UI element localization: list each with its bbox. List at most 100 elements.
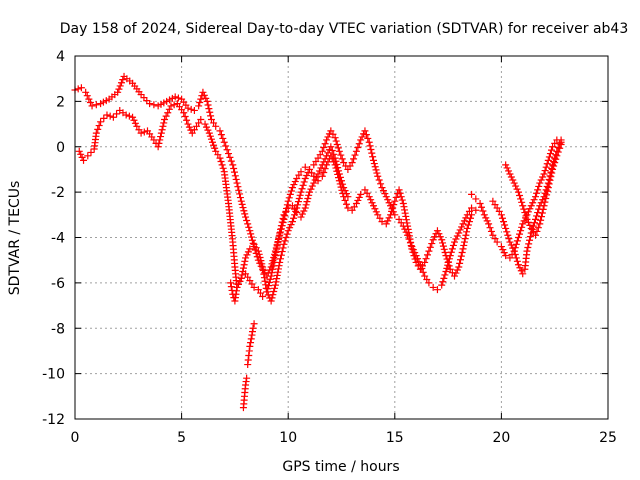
data-point-interp	[545, 180, 553, 188]
data-point-interp	[270, 258, 278, 266]
data-point-interp	[324, 149, 332, 157]
data-point-interp	[240, 207, 248, 215]
data-point-interp	[158, 126, 166, 134]
data-point-interp	[266, 275, 274, 283]
data-point-interp	[205, 105, 213, 113]
data-point	[404, 231, 412, 239]
data-point-interp	[526, 233, 534, 241]
data-point-interp	[355, 193, 363, 201]
data-point-interp	[150, 101, 158, 109]
data-point-interp	[217, 157, 225, 165]
data-point-interp	[275, 232, 283, 240]
data-point-interp	[300, 178, 308, 186]
data-point	[514, 234, 522, 241]
data-point-interp	[264, 285, 272, 293]
data-point	[476, 199, 484, 207]
data-point	[171, 93, 179, 101]
data-point	[197, 116, 205, 124]
data-point	[514, 261, 522, 269]
data-point-interp	[183, 116, 191, 124]
data-point-interp	[230, 165, 238, 173]
data-point	[523, 247, 531, 255]
data-point	[395, 186, 403, 194]
data-point-interp	[274, 268, 282, 276]
data-point	[365, 193, 373, 201]
data-point-interp	[273, 271, 281, 279]
data-point-interp	[204, 101, 212, 109]
data-point	[540, 170, 548, 178]
data-point-interp	[202, 94, 210, 102]
data-point	[195, 102, 203, 110]
data-point	[536, 179, 544, 187]
y-tick-label: -4	[51, 231, 65, 247]
data-point-interp	[226, 153, 234, 161]
data-point	[184, 120, 192, 128]
data-point	[237, 197, 245, 205]
data-point	[77, 84, 85, 92]
data-point	[506, 238, 514, 246]
data-point-interp	[268, 294, 276, 302]
data-point	[114, 88, 122, 96]
data-point-interp	[384, 196, 392, 204]
data-point	[229, 161, 237, 169]
data-point-interp	[537, 216, 545, 224]
data-point-interp	[554, 148, 562, 156]
data-point-interp	[286, 190, 294, 198]
data-point-interp	[462, 214, 470, 222]
data-point-interp	[196, 99, 204, 107]
data-point	[387, 202, 395, 210]
data-point	[532, 193, 540, 201]
data-point	[391, 197, 399, 205]
data-point	[92, 129, 100, 137]
data-point	[184, 104, 192, 112]
data-point	[532, 231, 540, 239]
data-point-interp	[533, 227, 541, 235]
data-point	[523, 215, 531, 223]
data-point-interp	[487, 227, 495, 235]
data-point	[203, 97, 211, 105]
data-point-interp	[245, 223, 253, 231]
data-point-interp	[428, 240, 436, 248]
data-point-interp	[503, 164, 511, 172]
data-point-interp	[367, 145, 375, 153]
data-point-interp	[524, 218, 532, 226]
data-point	[412, 252, 420, 260]
data-point-interp	[445, 255, 453, 263]
data-point-interp	[235, 186, 243, 194]
data-point-interp	[249, 239, 257, 247]
data-point-interp	[260, 274, 268, 282]
data-point-interp	[524, 208, 532, 216]
data-point-interp	[272, 278, 280, 286]
data-point-interp	[354, 196, 362, 204]
data-point-interp	[526, 205, 534, 213]
data-point-interp	[458, 223, 466, 231]
data-point-interp	[336, 173, 344, 181]
data-point-interp	[204, 126, 212, 134]
data-point-interp	[332, 137, 340, 145]
data-point	[468, 190, 476, 198]
data-point	[180, 109, 188, 117]
data-point-interp	[521, 209, 529, 217]
data-point-interp	[401, 225, 409, 233]
data-point-interp	[507, 173, 515, 181]
data-point-interp	[533, 212, 541, 220]
data-point	[459, 245, 467, 253]
data-point	[280, 240, 288, 248]
data-point-interp	[500, 249, 508, 257]
data-point-interp	[401, 209, 409, 217]
data-point-interp	[452, 269, 460, 277]
data-point	[310, 179, 318, 187]
data-point-interp	[321, 155, 329, 163]
data-point	[365, 138, 373, 146]
data-point-interp	[315, 167, 323, 175]
data-point-interp	[364, 134, 372, 142]
data-point	[146, 100, 154, 108]
data-point-interp	[406, 239, 414, 247]
data-point	[536, 220, 544, 228]
data-point	[438, 236, 446, 244]
data-point-interp	[255, 250, 263, 258]
data-point	[485, 220, 493, 228]
data-point-interp	[482, 214, 490, 222]
data-point-interp	[338, 177, 345, 185]
